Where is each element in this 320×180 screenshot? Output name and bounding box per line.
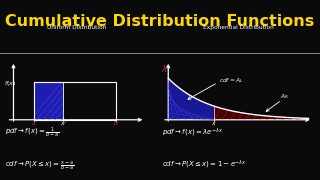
Text: Cumulative Distribution Functions: Cumulative Distribution Functions xyxy=(5,14,315,29)
Text: $A_R$: $A_R$ xyxy=(280,92,288,101)
Text: $b$: $b$ xyxy=(113,119,119,127)
Text: $cdf \rightarrow P(X \leq x) = \frac{x-a}{b-a}$: $cdf \rightarrow P(X \leq x) = \frac{x-a… xyxy=(5,159,74,172)
Text: $a$: $a$ xyxy=(31,120,37,127)
Polygon shape xyxy=(168,78,214,120)
Text: $\lambda$: $\lambda$ xyxy=(161,63,167,74)
Polygon shape xyxy=(34,82,63,120)
Polygon shape xyxy=(63,82,116,120)
Text: Exponential Distribution: Exponential Distribution xyxy=(203,25,274,30)
Text: Uniform Distribution: Uniform Distribution xyxy=(47,25,107,30)
Polygon shape xyxy=(214,106,308,120)
Text: $f(x)$: $f(x)$ xyxy=(4,78,16,87)
Text: $cdf = A_L$: $cdf = A_L$ xyxy=(219,76,243,85)
Text: $cdf \rightarrow P(X \leq x) = 1 - e^{-\lambda x}$: $cdf \rightarrow P(X \leq x) = 1 - e^{-\… xyxy=(162,159,246,171)
Text: $pdf \rightarrow f(x) = \lambda e^{-\lambda x}$: $pdf \rightarrow f(x) = \lambda e^{-\lam… xyxy=(162,127,223,139)
Text: $pdf \rightarrow f(x) = \frac{1}{b-a}$: $pdf \rightarrow f(x) = \frac{1}{b-a}$ xyxy=(5,126,60,140)
Text: $x$: $x$ xyxy=(211,120,217,127)
Text: $x$: $x$ xyxy=(60,120,66,127)
